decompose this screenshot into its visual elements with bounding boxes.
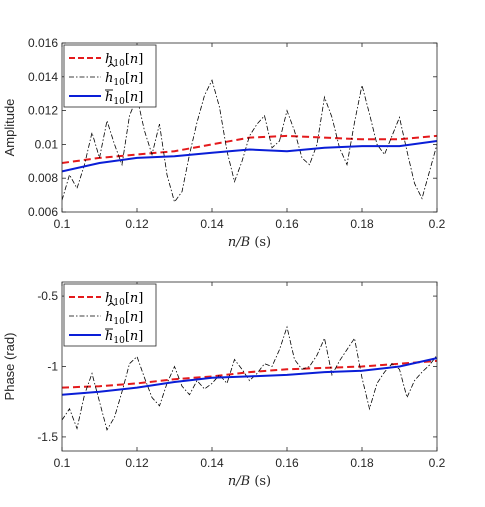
x-axis-label: n/B (s) <box>228 474 271 489</box>
x-tick-label: 0.1 <box>54 456 71 470</box>
legend-label: h10[n] <box>105 310 143 327</box>
amplitude-panel: 0.1 0.12 0.14 0.16 0.18 0.2 0.006 0.008 0.01 0.01… <box>2 36 446 250</box>
hat-accent: ^ <box>106 62 117 77</box>
hat-accent: ^ <box>106 301 117 316</box>
x-tick-label: 0.1 <box>54 217 71 231</box>
x-tick-label: 0.2 <box>429 217 446 231</box>
y-tick-label: 0.012 <box>28 104 58 118</box>
y-axis-label: Phase (rad) <box>2 333 17 401</box>
y-tick-label: 0.016 <box>28 36 58 50</box>
series-line-1 <box>62 79 437 203</box>
series-line-2 <box>62 140 437 173</box>
series-line-0 <box>62 359 437 389</box>
legend: h10[n]h10[n]^h10[n] <box>63 44 157 108</box>
x-axis-label: n/B (s) <box>228 235 271 250</box>
series-line-2 <box>62 357 437 396</box>
x-tick-label: 0.18 <box>350 217 374 231</box>
x-tick-label: 0.16 <box>275 217 299 231</box>
x-tick-label: 0.18 <box>350 456 374 470</box>
series-line-1 <box>62 325 437 431</box>
series-group <box>62 79 437 203</box>
legend-label: h10[n] <box>105 71 143 88</box>
x-tick-label: 0.12 <box>125 456 149 470</box>
phase-panel: 0.1 0.12 0.14 0.16 0.18 0.2 -0.5 -1 -1.5 n/B (s) P… <box>2 281 446 489</box>
y-tick-label: -1.5 <box>37 430 58 444</box>
y-tick-label: 0.006 <box>28 205 58 219</box>
y-tick-label: 0.008 <box>28 171 58 185</box>
y-tick-label: 0.01 <box>35 137 59 151</box>
legend-label: h10[n] <box>105 291 143 308</box>
y-tick-label: -0.5 <box>37 289 58 303</box>
y-tick-label: 0.014 <box>28 70 58 84</box>
series-group <box>62 325 437 431</box>
series-line-0 <box>62 134 437 164</box>
y-tick-label: -1 <box>47 360 58 374</box>
y-axis-label: Amplitude <box>2 99 17 157</box>
x-tick-label: 0.16 <box>275 456 299 470</box>
x-tick-label: 0.14 <box>200 217 224 231</box>
x-tick-label: 0.12 <box>125 217 149 231</box>
x-tick-label: 0.14 <box>200 456 224 470</box>
legend: h10[n]h10[n]^h10[n] <box>63 283 157 347</box>
axes-frame <box>61 42 438 213</box>
legend-label: h10[n] <box>105 90 143 107</box>
x-tick-label: 0.2 <box>429 456 446 470</box>
legend-label: h10[n] <box>105 329 143 346</box>
legend-label: h10[n] <box>105 52 143 69</box>
